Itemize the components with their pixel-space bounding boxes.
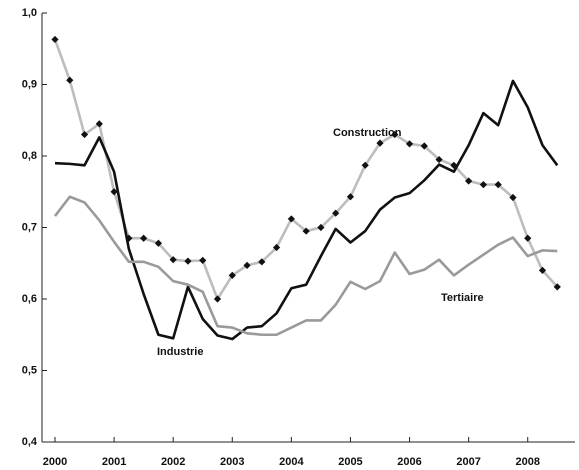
series-marker <box>140 234 148 242</box>
series-marker <box>376 139 384 147</box>
series-marker <box>302 227 310 235</box>
series-label: Industrie <box>157 346 203 358</box>
series-label: Construction <box>333 127 402 139</box>
series-marker <box>405 140 414 148</box>
series-line <box>53 195 558 337</box>
y-tick-label: 0,6 <box>22 293 37 305</box>
series-line <box>54 79 559 341</box>
y-tick-label: 0,7 <box>22 221 37 233</box>
x-tick-label: 2003 <box>220 456 244 468</box>
series-marker <box>361 161 369 169</box>
series-marker <box>524 234 532 242</box>
series-marker <box>184 257 192 265</box>
y-tick-label: 0,5 <box>22 364 37 376</box>
x-tick-label: 2002 <box>161 456 185 468</box>
series-marker <box>243 261 251 269</box>
y-tick-label: 0,4 <box>22 436 38 448</box>
x-tick-label: 2000 <box>43 456 67 468</box>
x-tick-label: 2006 <box>397 456 421 468</box>
y-tick-label: 0,8 <box>22 150 37 162</box>
series-marker <box>391 130 399 139</box>
series-marker <box>494 181 502 189</box>
x-tick-label: 2007 <box>456 456 480 468</box>
series-marker <box>538 266 547 274</box>
series-marker <box>154 239 163 247</box>
x-tick-label: 2004 <box>279 456 304 468</box>
y-tick-label: 1,0 <box>22 7 37 19</box>
series-marker <box>228 271 236 280</box>
series-marker <box>110 188 118 196</box>
series-marker <box>346 193 355 201</box>
series-marker <box>317 223 325 232</box>
series-marker <box>420 142 428 150</box>
x-tick-label: 2001 <box>102 456 126 468</box>
series-marker <box>169 256 177 264</box>
series-marker <box>509 193 517 202</box>
series-marker <box>479 181 488 189</box>
series-line <box>53 39 559 301</box>
series-marker <box>258 258 266 266</box>
series-marker <box>66 76 74 84</box>
series-marker <box>51 35 59 44</box>
series-marker <box>332 209 340 217</box>
series-marker <box>287 215 295 223</box>
x-tick-label: 2008 <box>515 456 539 468</box>
series-marker <box>465 177 473 185</box>
y-tick-label: 0,9 <box>22 78 37 90</box>
series-marker <box>199 256 207 264</box>
series-marker <box>80 130 89 139</box>
series-marker <box>435 155 443 164</box>
x-tick-label: 2005 <box>338 456 362 468</box>
series-label: Tertiaire <box>441 292 484 304</box>
series-marker <box>95 120 103 128</box>
series-marker <box>213 295 222 303</box>
series-marker <box>272 243 281 252</box>
series-marker <box>553 283 561 291</box>
